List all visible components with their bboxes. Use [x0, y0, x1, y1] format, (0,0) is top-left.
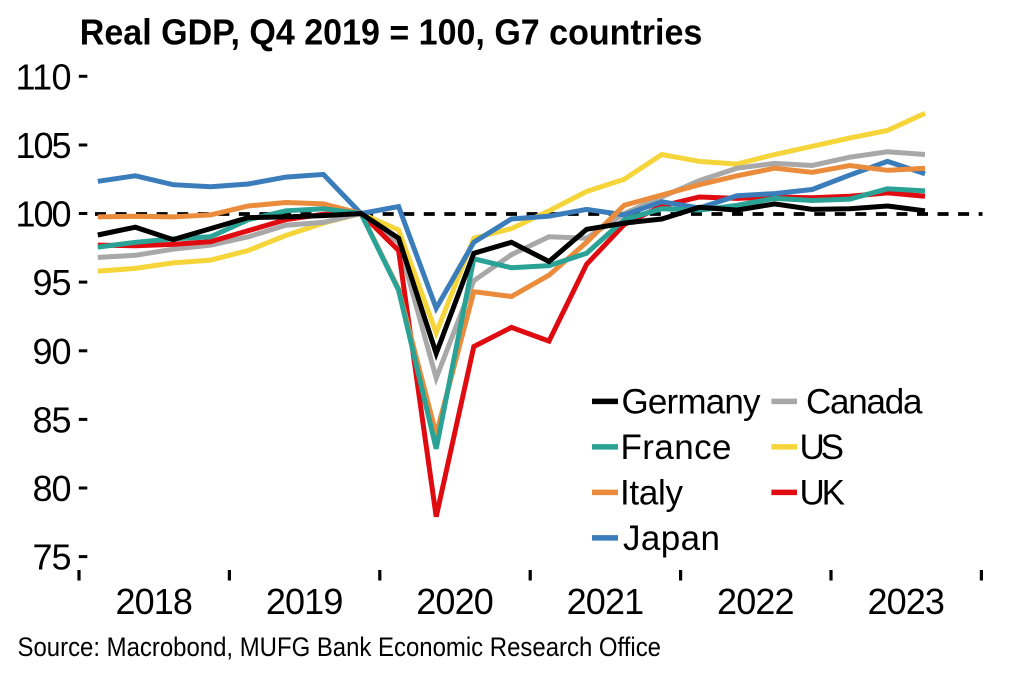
svg-text:Source: Macrobond, MUFG Bank E: Source: Macrobond, MUFG Bank Economic Re… — [18, 632, 662, 662]
svg-text:75: 75 — [33, 537, 72, 578]
svg-text:2019: 2019 — [266, 581, 344, 622]
svg-text:Canada: Canada — [806, 383, 923, 422]
svg-text:110: 110 — [16, 56, 72, 97]
svg-text:2020: 2020 — [416, 581, 494, 622]
svg-text:2022: 2022 — [717, 581, 795, 622]
svg-text:100: 100 — [16, 194, 72, 235]
svg-text:2021: 2021 — [567, 581, 645, 622]
svg-text:Real GDP, Q4 2019 = 100, G7 co: Real GDP, Q4 2019 = 100, G7 countries — [80, 12, 703, 53]
svg-text:US: US — [800, 428, 845, 467]
svg-text:105: 105 — [16, 125, 72, 166]
svg-text:2023: 2023 — [867, 581, 945, 622]
svg-text:Italy: Italy — [620, 474, 684, 513]
svg-text:2018: 2018 — [115, 581, 193, 622]
svg-text:90: 90 — [33, 331, 72, 372]
svg-text:95: 95 — [33, 262, 72, 303]
svg-text:85: 85 — [33, 399, 72, 440]
svg-text:France: France — [621, 428, 732, 467]
svg-text:UK: UK — [800, 474, 846, 513]
svg-text:Germany: Germany — [622, 383, 762, 422]
svg-text:80: 80 — [33, 468, 72, 509]
svg-text:Japan: Japan — [623, 519, 720, 558]
